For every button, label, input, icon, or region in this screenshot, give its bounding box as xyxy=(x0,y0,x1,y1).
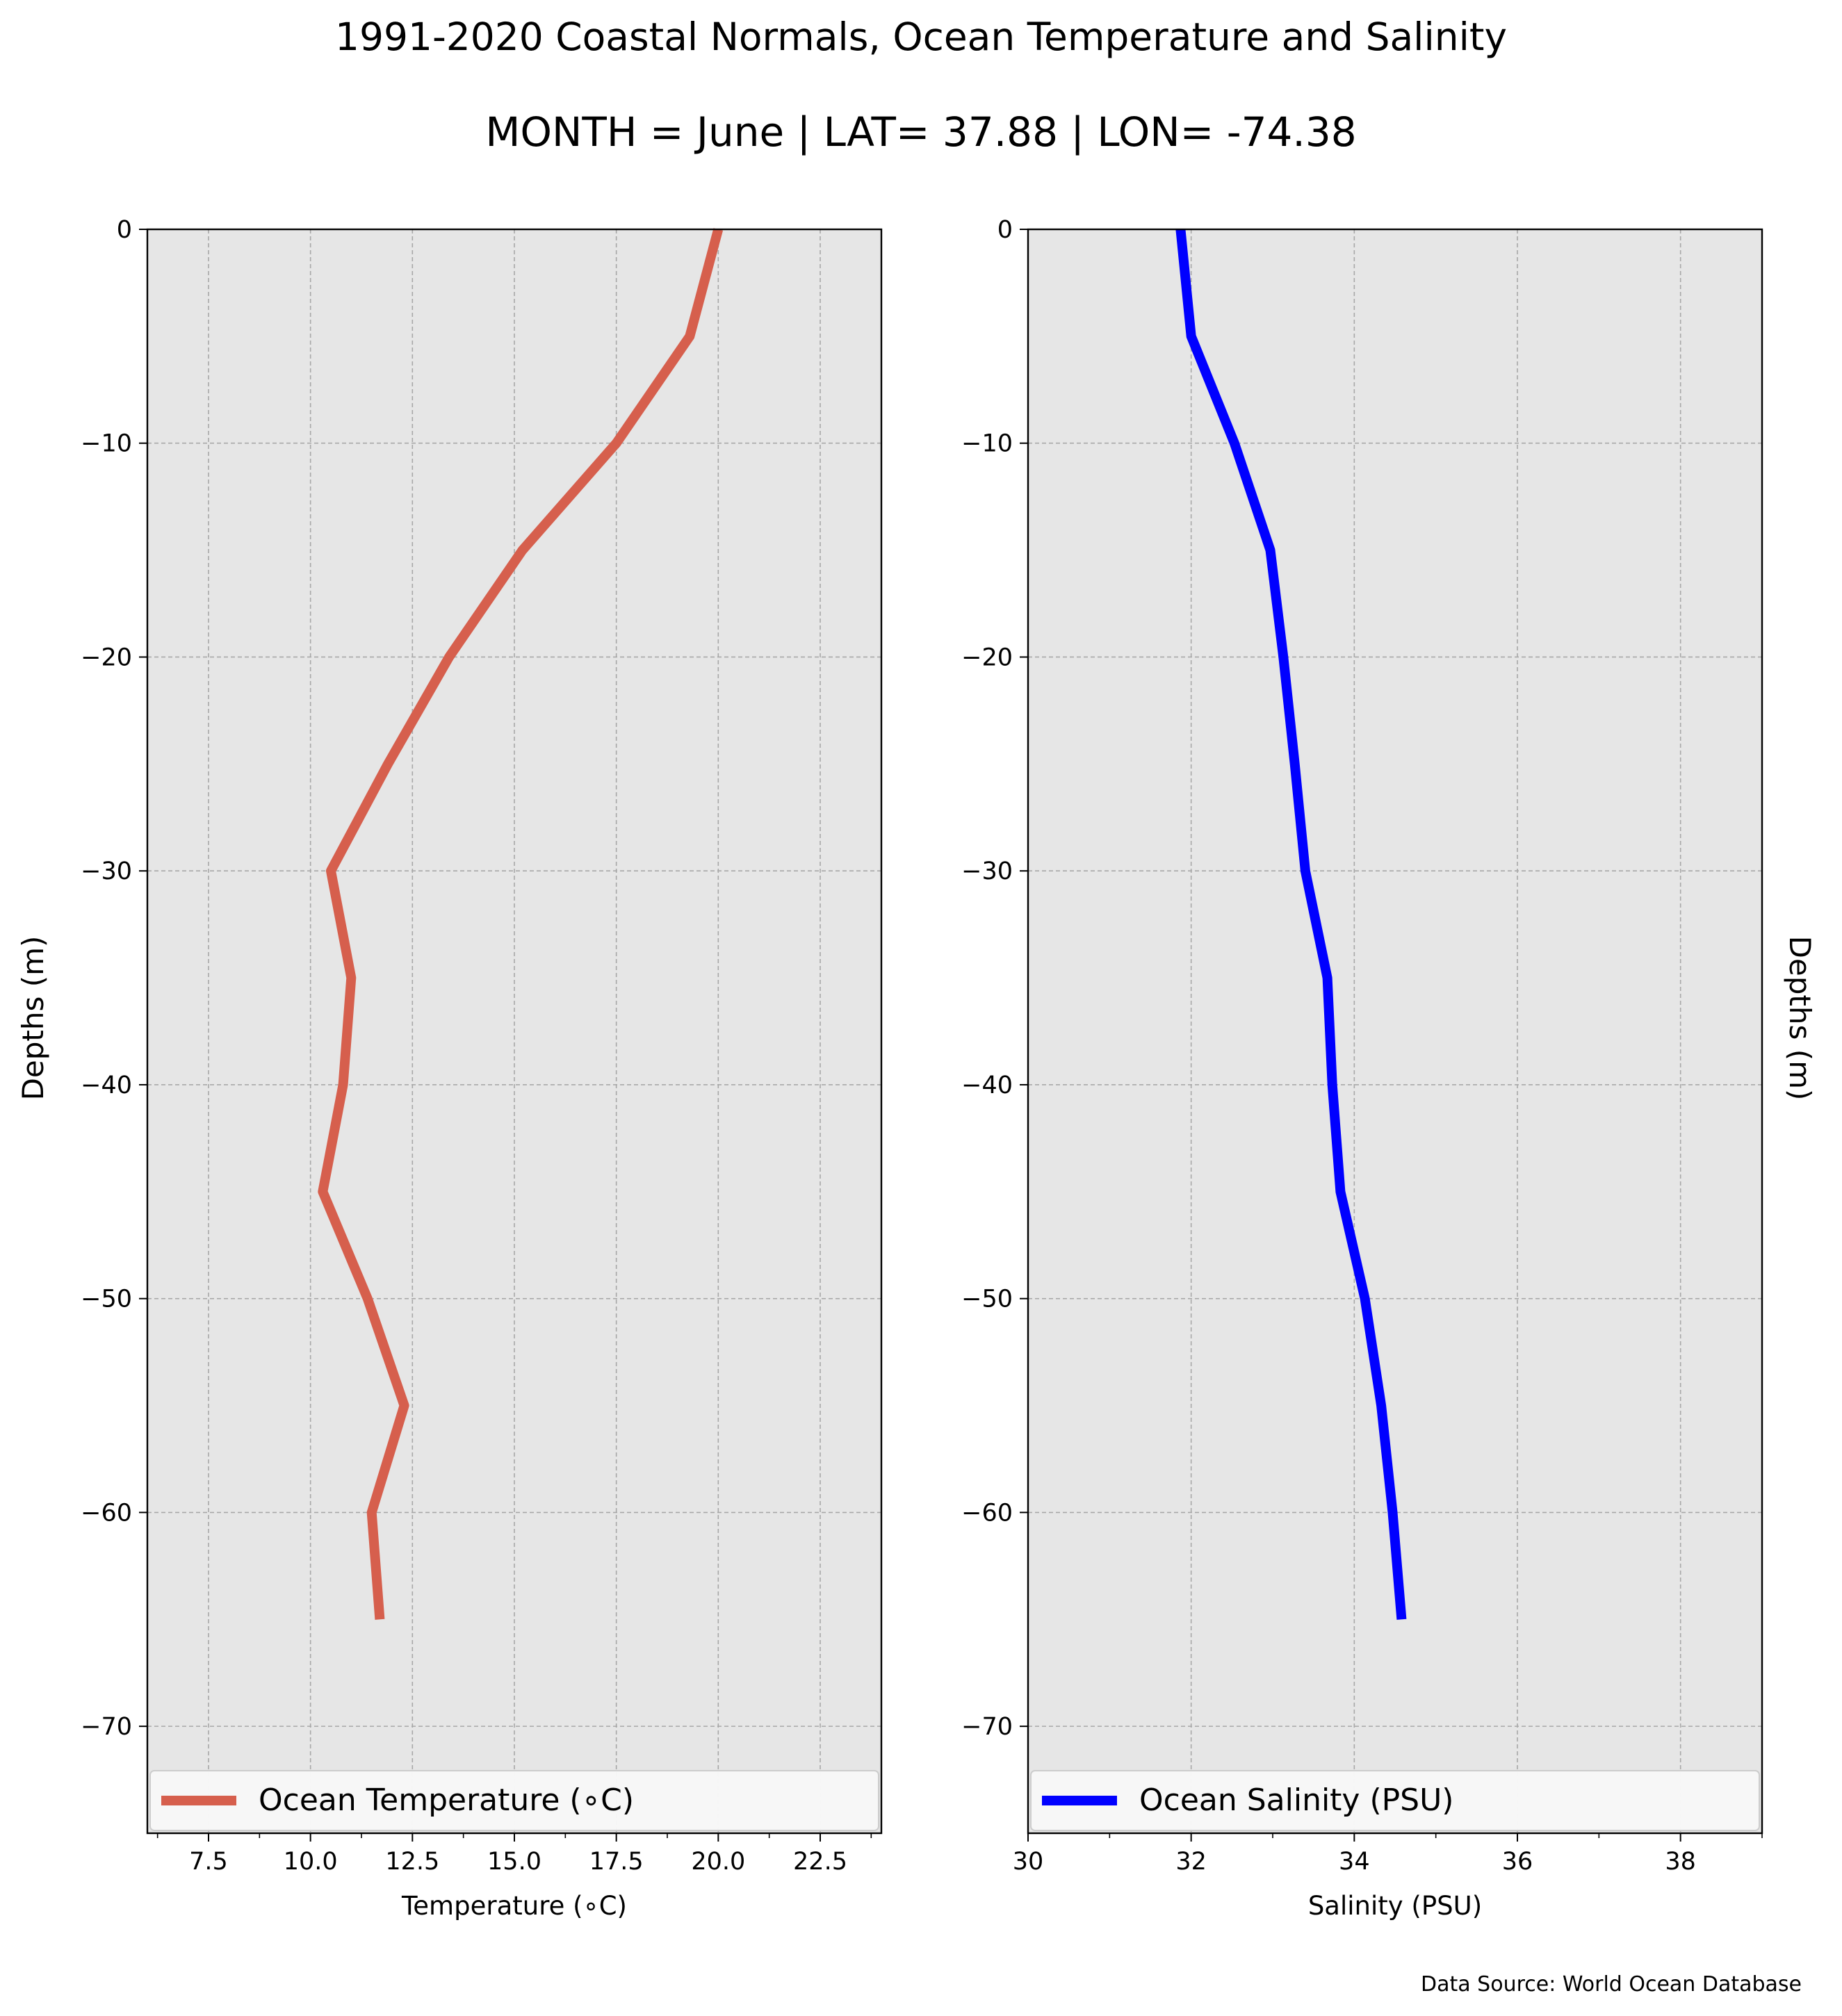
figure-title: 1991-2020 Coastal Normals, Ocean Tempera… xyxy=(335,15,1507,59)
legend: Ocean Salinity (PSU) xyxy=(1030,1770,1760,1831)
y-tick-label: 0 xyxy=(117,216,132,244)
legend-box xyxy=(1030,1770,1760,1831)
right-y-axis-label: Depths (m) xyxy=(1783,936,1817,1101)
figure-subtitle: MONTH = June | LAT= 37.88 | LON= -74.38 xyxy=(485,108,1356,156)
y-tick-label: −10 xyxy=(81,430,132,458)
x-tick-label: 10.0 xyxy=(284,1848,338,1876)
x-axis-label: Salinity (PSU) xyxy=(1308,1891,1482,1921)
series-line xyxy=(318,228,724,1620)
x-tick-label: 32 xyxy=(1175,1848,1207,1876)
x-tick-label: 30 xyxy=(1013,1848,1044,1876)
y-tick-label: −40 xyxy=(961,1072,1013,1099)
y-tick-label: −30 xyxy=(961,858,1013,885)
data-point xyxy=(1364,1298,1365,1299)
data-point xyxy=(1340,1191,1341,1192)
data-point xyxy=(371,1512,372,1513)
x-tick-label: 7.5 xyxy=(189,1848,228,1876)
y-tick-label: 0 xyxy=(997,216,1013,244)
salinity-panel: Ocean Salinity (PSU) 30 32 34 36 38 0 −10 −20 −30… xyxy=(961,216,1763,1921)
legend: Ocean Temperature (∘C) xyxy=(149,1770,879,1831)
x-tick-label: 12.5 xyxy=(385,1848,439,1876)
y-tick-label: −10 xyxy=(961,430,1013,458)
x-tick-label: 20.0 xyxy=(691,1848,745,1876)
x-tick-label: 34 xyxy=(1339,1848,1370,1876)
x-tick-label: 22.5 xyxy=(793,1848,847,1876)
data-point xyxy=(1401,1619,1402,1620)
data-point xyxy=(404,1405,405,1406)
y-tick-label: −40 xyxy=(81,1072,132,1099)
data-point xyxy=(1381,1405,1382,1406)
y-tick-label: −20 xyxy=(81,644,132,671)
axes-frame xyxy=(1027,228,1763,1835)
x-axis-label: Temperature (∘C) xyxy=(401,1891,627,1921)
legend-label: Ocean Salinity (PSU) xyxy=(1139,1783,1453,1818)
data-point xyxy=(367,1298,368,1299)
y-tick-label: −50 xyxy=(961,1286,1013,1313)
y-tick-label: −20 xyxy=(961,644,1013,671)
legend-box xyxy=(149,1770,879,1831)
data-point xyxy=(1392,1512,1393,1513)
source-note: Data Source: World Ocean Database xyxy=(1421,1972,1802,1997)
legend-label: Ocean Temperature (∘C) xyxy=(259,1783,634,1818)
y-tick-label: −30 xyxy=(81,858,132,885)
y-tick-label: −60 xyxy=(961,1499,1013,1527)
y-tick-label: −70 xyxy=(961,1713,1013,1741)
y-tick-label: −60 xyxy=(81,1499,132,1527)
y-axis-label: Depths (m) xyxy=(16,936,50,1101)
x-tick-label: 15.0 xyxy=(487,1848,541,1876)
y-tick-label: −70 xyxy=(81,1713,132,1741)
y-tick-label: −50 xyxy=(81,1286,132,1313)
x-tick-label: 36 xyxy=(1502,1848,1533,1876)
x-tick-label: 17.5 xyxy=(589,1848,644,1876)
x-tick-label: 38 xyxy=(1665,1848,1696,1876)
temperature-panel: Ocean Temperature (∘C) 7.5 10.0 12.5 15.0 17.… xyxy=(16,216,883,1921)
series-line xyxy=(1175,229,1407,1620)
